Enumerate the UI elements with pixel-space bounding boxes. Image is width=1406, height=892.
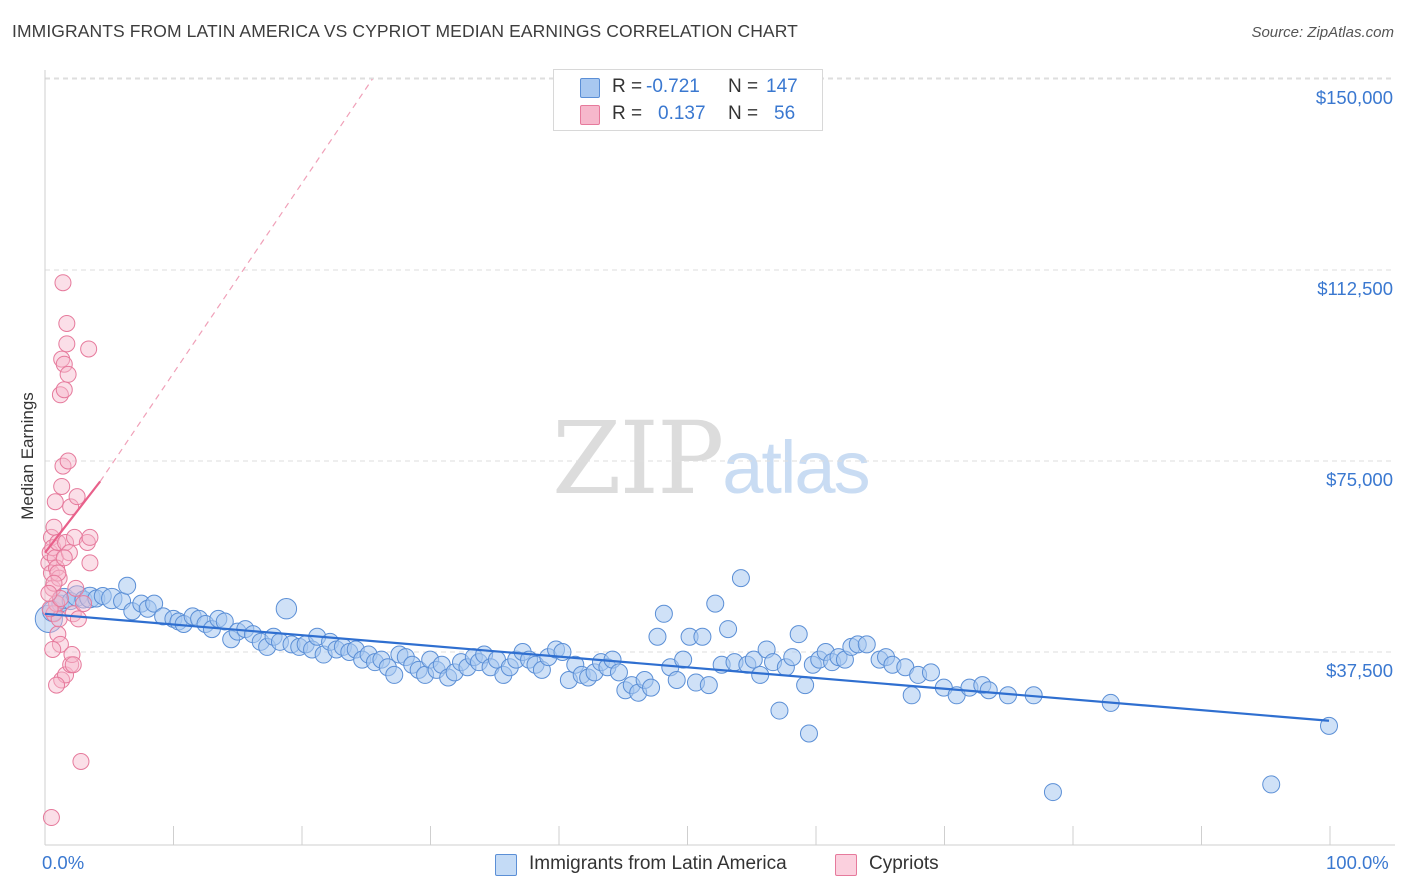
data-point-cypriots	[81, 554, 99, 572]
legend-swatch-pink	[835, 854, 857, 876]
data-point-cypriots	[58, 314, 76, 332]
legend-label: Immigrants from Latin America	[529, 853, 787, 874]
data-point-cypriots	[59, 365, 77, 383]
data-point-latin-america	[789, 625, 808, 644]
data-point-cypriots	[60, 544, 78, 562]
legend-swatch-pink	[580, 105, 600, 125]
data-point-cypriots	[55, 381, 73, 399]
data-point-latin-america	[902, 686, 921, 705]
data-point-cypriots	[80, 340, 98, 358]
data-point-latin-america	[799, 724, 818, 743]
x-tick-label-max: 100.0%	[1326, 852, 1389, 873]
data-point-cypriots	[78, 533, 96, 551]
trend-line-cypriots-extension	[99, 78, 373, 482]
data-point-cypriots	[72, 753, 90, 771]
data-point-cypriots	[44, 640, 62, 658]
data-point-cypriots	[53, 350, 71, 368]
data-point-cypriots	[48, 676, 66, 694]
data-point-cypriots	[81, 528, 99, 546]
data-point-cypriots	[49, 564, 67, 582]
data-point-cypriots	[55, 549, 73, 567]
data-point-cypriots	[44, 539, 62, 557]
data-point-latin-america	[1043, 783, 1062, 802]
data-point-latin-america	[215, 612, 234, 631]
data-point-latin-america	[648, 627, 667, 646]
data-point-cypriots	[46, 493, 64, 511]
legend-n-label: N =	[728, 103, 759, 124]
legend-swatch-blue	[580, 78, 600, 98]
data-point-latin-america	[770, 701, 789, 720]
data-point-cypriots	[40, 584, 58, 602]
data-point-latin-america	[857, 635, 876, 654]
data-point-latin-america	[706, 594, 725, 613]
data-point-cypriots	[66, 528, 84, 546]
data-point-latin-america	[979, 681, 998, 700]
data-point-latin-america	[1320, 716, 1338, 735]
watermark-zip: ZIP	[552, 400, 724, 517]
data-point-cypriots	[59, 452, 77, 470]
data-point-latin-america	[667, 671, 686, 690]
y-tick-label: $112,500	[1317, 278, 1393, 299]
data-point-latin-america	[642, 678, 661, 697]
legend-r-label: R =	[612, 103, 643, 124]
data-point-cypriots	[75, 595, 93, 613]
data-point-latin-america	[693, 627, 712, 646]
data-point-cypriots	[64, 605, 82, 623]
data-point-cypriots	[54, 457, 72, 475]
data-point-latin-america	[1262, 775, 1281, 794]
data-point-cypriots	[69, 610, 87, 628]
data-point-latin-america	[654, 604, 673, 623]
data-point-latin-america	[609, 663, 628, 682]
legend-r-label: R =	[612, 76, 643, 97]
data-point-latin-america	[699, 676, 718, 695]
source-label: Source: ZipAtlas.com	[1251, 24, 1394, 41]
legend-r-value: -0.721	[646, 76, 700, 97]
legend-n-value: 147	[766, 76, 798, 97]
correlation-legend: R = -0.721 N = 147 R = 0.137 N = 56	[553, 69, 823, 131]
chart-title: IMMIGRANTS FROM LATIN AMERICA VS CYPRIOT…	[12, 21, 798, 41]
data-point-latin-america	[744, 650, 763, 669]
data-point-cypriots	[57, 533, 75, 551]
legend-r-value: 0.137	[658, 103, 706, 124]
data-point-latin-america	[921, 663, 940, 682]
data-point-cypriots	[67, 579, 85, 597]
y-tick-label: $75,000	[1326, 469, 1393, 490]
x-tick-label-min: 0.0%	[42, 852, 85, 873]
data-point-cypriots	[62, 498, 80, 516]
data-point-latin-america	[385, 665, 404, 684]
data-point-cypriots	[49, 625, 67, 643]
legend-label: Cypriots	[869, 853, 939, 874]
data-point-latin-america	[275, 598, 298, 620]
y-tick-label: $150,000	[1316, 87, 1393, 108]
legend-n-value: 56	[774, 103, 796, 124]
data-point-cypriots	[54, 274, 72, 292]
watermark: ZIPatlas	[552, 400, 871, 517]
data-point-cypriots	[41, 600, 59, 618]
data-point-latin-america	[118, 576, 137, 595]
data-point-latin-america	[145, 594, 164, 613]
data-point-latin-america	[674, 650, 693, 669]
data-point-latin-america	[796, 676, 815, 695]
data-point-latin-america	[719, 620, 738, 639]
data-point-cypriots	[55, 355, 73, 373]
y-axis-title: Median Earnings	[18, 392, 37, 520]
legend-swatch-blue	[495, 854, 517, 876]
trend-line-cypriots	[44, 480, 102, 554]
data-point-cypriots	[42, 809, 60, 827]
data-point-cypriots	[53, 477, 71, 495]
data-point-cypriots	[64, 656, 82, 674]
data-point-cypriots	[45, 574, 63, 592]
data-point-cypriots	[58, 335, 76, 353]
data-point-latin-america	[731, 569, 750, 588]
data-point-cypriots	[68, 488, 86, 506]
trend-line-latin-america	[44, 612, 1330, 722]
y-tick-label: $37,500	[1326, 660, 1393, 681]
watermark-atlas: atlas	[722, 426, 870, 509]
legend-n-label: N =	[728, 76, 759, 97]
data-point-latin-america	[783, 648, 802, 667]
